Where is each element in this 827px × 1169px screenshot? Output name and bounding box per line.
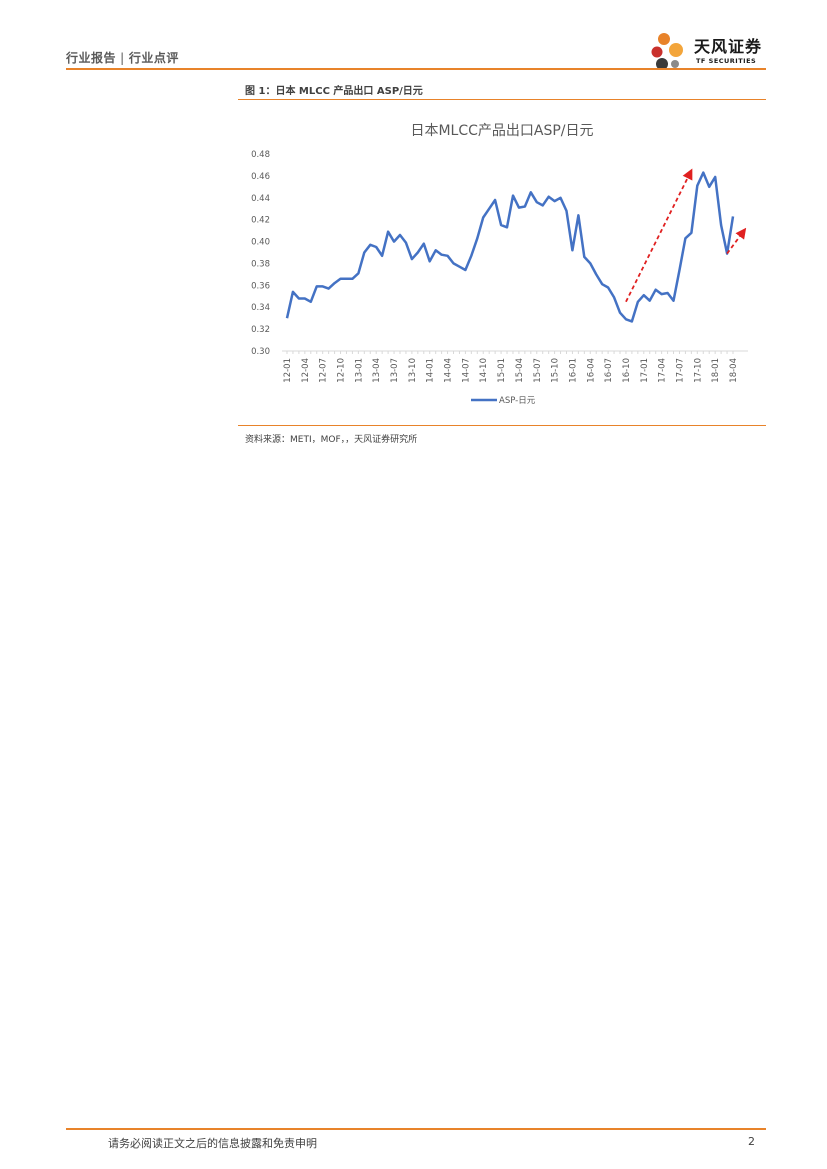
- header-divider: [66, 68, 766, 70]
- figure-top-divider: [238, 99, 766, 100]
- figure-caption: 图 1：日本 MLCC 产品出口 ASP/日元: [245, 86, 423, 97]
- x-tick-label: 12-07: [319, 358, 329, 383]
- logo-petal-gray: [671, 60, 679, 68]
- x-tick-label: 16-04: [586, 358, 596, 383]
- x-tick-label: 17-07: [675, 358, 685, 383]
- y-tick-label: 0.30: [251, 347, 270, 357]
- figure-source: 资料来源：METI，MOF，，天风证券研究所: [245, 435, 418, 445]
- x-axis: [286, 351, 734, 354]
- x-tick-label: 15-10: [551, 358, 561, 383]
- y-tick-label: 0.46: [251, 172, 270, 182]
- x-tick-label: 13-04: [372, 358, 382, 383]
- y-tick-label: 0.36: [251, 281, 270, 291]
- legend-label: ASP-日元: [499, 396, 536, 406]
- y-tick-label: 0.44: [251, 194, 270, 204]
- legend: ASP-日元: [471, 396, 536, 406]
- x-tick-label: 15-04: [515, 358, 525, 383]
- y-tick-label: 0.48: [251, 150, 270, 160]
- x-tick-label: 14-04: [444, 358, 454, 383]
- tf-securities-logo: [651, 33, 683, 70]
- y-tick-label: 0.42: [251, 216, 270, 226]
- asp-line-chart: 日本MLCC产品出口ASP/日元 0.30 0.32 0.34 0.36 0.38 0.4…: [251, 123, 748, 406]
- report-section: 行业报告: [66, 51, 117, 65]
- y-tick-label: 0.38: [251, 259, 270, 269]
- footer-disclaimer: 请务必阅读正文之后的信息披露和免责申明: [108, 1137, 317, 1150]
- x-tick-label: 14-01: [426, 358, 436, 383]
- x-tick-label: 17-01: [640, 358, 650, 383]
- x-tick-label: 14-07: [461, 358, 471, 383]
- logo-subtitle: TF SECURITIES: [696, 57, 757, 65]
- x-tick-label: 13-01: [354, 358, 364, 383]
- x-tick-label: 14-10: [479, 358, 489, 383]
- x-tick-label: 18-01: [711, 358, 721, 383]
- report-type-header: 行业报告 | 行业点评: [66, 49, 179, 66]
- logo-petal-orange: [658, 33, 670, 45]
- page-number: 2: [748, 1135, 755, 1148]
- x-tick-label: 16-10: [622, 358, 632, 383]
- header-separator: |: [120, 51, 125, 65]
- x-tick-label: 18-04: [729, 358, 739, 383]
- y-tick-label: 0.40: [251, 238, 270, 248]
- y-axis: 0.30 0.32 0.34 0.36 0.38 0.40 0.42 0.44 0.46 0.48: [251, 150, 270, 357]
- trend-arrow: [625, 168, 693, 303]
- y-tick-label: 0.32: [251, 325, 270, 335]
- logo-petal-red: [651, 46, 663, 58]
- x-tick-label: 13-07: [390, 358, 400, 383]
- x-tick-label: 12-04: [301, 358, 311, 383]
- chart-title: 日本MLCC产品出口ASP/日元: [410, 123, 593, 139]
- x-tick-label: 15-01: [497, 358, 507, 383]
- x-tick-label: 12-10: [337, 358, 347, 383]
- report-subsection: 行业点评: [128, 51, 179, 65]
- trend-arrow: [726, 227, 747, 255]
- asp-series-line: [285, 171, 735, 323]
- x-tick-label: 15-07: [533, 358, 543, 383]
- figure-bottom-divider: [238, 425, 766, 426]
- x-tick-label: 17-04: [658, 358, 668, 383]
- logo-petal-amber: [669, 43, 683, 57]
- logo-name: 天风证券: [694, 37, 763, 56]
- x-tick-label: 17-10: [693, 358, 703, 383]
- x-tick-label: 13-10: [408, 358, 418, 383]
- logo-petal-dark: [656, 58, 668, 70]
- x-tick-label: 12-01: [283, 358, 293, 383]
- trend-arrows: [625, 168, 747, 303]
- x-tick-label: 16-01: [568, 358, 578, 383]
- y-tick-label: 0.34: [251, 303, 270, 313]
- footer-divider: [66, 1128, 766, 1130]
- x-axis-labels: 12-01 12-04 12-07 12-10 13-01 13-04 13-07 13-10…: [283, 358, 739, 383]
- x-tick-label: 16-07: [604, 358, 614, 383]
